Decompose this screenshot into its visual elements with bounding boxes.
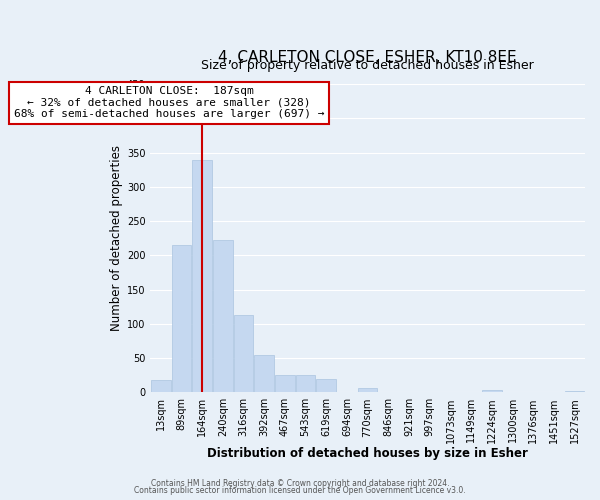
X-axis label: Distribution of detached houses by size in Esher: Distribution of detached houses by size …: [207, 447, 528, 460]
Bar: [358, 388, 377, 392]
Bar: [275, 374, 295, 392]
Bar: [316, 378, 336, 392]
Bar: [565, 391, 584, 392]
Text: Contains public sector information licensed under the Open Government Licence v3: Contains public sector information licen…: [134, 486, 466, 495]
Bar: [213, 240, 233, 392]
Text: Size of property relative to detached houses in Esher: Size of property relative to detached ho…: [201, 59, 534, 72]
Text: 4 CARLETON CLOSE:  187sqm
← 32% of detached houses are smaller (328)
68% of semi: 4 CARLETON CLOSE: 187sqm ← 32% of detach…: [14, 86, 324, 120]
Title: 4, CARLETON CLOSE, ESHER, KT10 8EE: 4, CARLETON CLOSE, ESHER, KT10 8EE: [218, 50, 517, 65]
Bar: [254, 356, 274, 393]
Y-axis label: Number of detached properties: Number of detached properties: [110, 146, 122, 332]
Bar: [296, 375, 316, 392]
Bar: [482, 390, 502, 392]
Bar: [192, 160, 212, 392]
Bar: [172, 245, 191, 392]
Text: Contains HM Land Registry data © Crown copyright and database right 2024.: Contains HM Land Registry data © Crown c…: [151, 478, 449, 488]
Bar: [233, 315, 253, 392]
Bar: [151, 380, 170, 392]
